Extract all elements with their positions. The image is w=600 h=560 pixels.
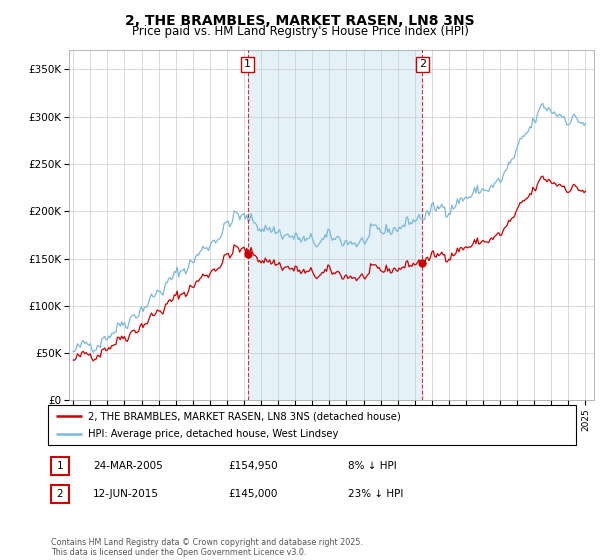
Text: 24-MAR-2005: 24-MAR-2005 bbox=[93, 461, 163, 471]
FancyBboxPatch shape bbox=[52, 485, 68, 503]
Text: £145,000: £145,000 bbox=[228, 489, 277, 499]
Text: 2, THE BRAMBLES, MARKET RASEN, LN8 3NS (detached house): 2, THE BRAMBLES, MARKET RASEN, LN8 3NS (… bbox=[88, 411, 400, 421]
Text: 1: 1 bbox=[56, 461, 64, 471]
Text: £154,950: £154,950 bbox=[228, 461, 278, 471]
Text: Contains HM Land Registry data © Crown copyright and database right 2025.
This d: Contains HM Land Registry data © Crown c… bbox=[51, 538, 363, 557]
Text: 2: 2 bbox=[419, 59, 426, 69]
Bar bbox=[248, 50, 422, 400]
Text: 8% ↓ HPI: 8% ↓ HPI bbox=[348, 461, 397, 471]
Text: 2, THE BRAMBLES, MARKET RASEN, LN8 3NS: 2, THE BRAMBLES, MARKET RASEN, LN8 3NS bbox=[125, 14, 475, 28]
Text: 12-JUN-2015: 12-JUN-2015 bbox=[93, 489, 159, 499]
Text: 2: 2 bbox=[56, 489, 64, 499]
Text: Price paid vs. HM Land Registry's House Price Index (HPI): Price paid vs. HM Land Registry's House … bbox=[131, 25, 469, 38]
FancyBboxPatch shape bbox=[48, 405, 576, 445]
Text: 1: 1 bbox=[244, 59, 251, 69]
Text: HPI: Average price, detached house, West Lindsey: HPI: Average price, detached house, West… bbox=[88, 429, 338, 439]
Text: 23% ↓ HPI: 23% ↓ HPI bbox=[348, 489, 403, 499]
FancyBboxPatch shape bbox=[52, 457, 68, 475]
